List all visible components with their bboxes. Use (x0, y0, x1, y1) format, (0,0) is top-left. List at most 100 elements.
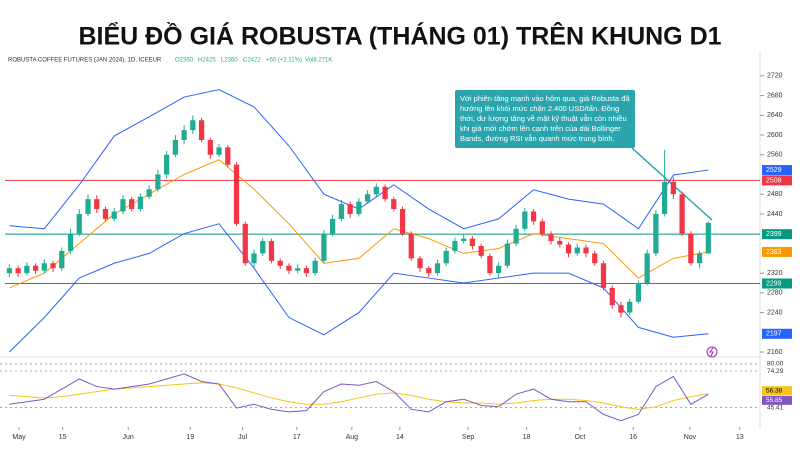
candle-body (146, 189, 152, 197)
annotation: Với phiên tăng mạnh vào hôm qua, giá Rob… (455, 90, 635, 148)
candle-body (688, 233, 694, 264)
x-tick-label: Nov (684, 434, 697, 441)
x-tick-label: 19 (186, 434, 194, 441)
candle-body (129, 199, 135, 210)
y-tick-label: 2160 (767, 349, 783, 356)
candle-body (67, 233, 74, 251)
symbol: ROBUSTA COFFEE FUTURES (JAN 2024), 1D, I… (8, 58, 162, 64)
rsi-label: 55.85 (766, 397, 783, 404)
candle-body (364, 194, 371, 202)
candle-body (417, 258, 423, 269)
upper-label-bg (762, 165, 792, 176)
candle-body (600, 263, 607, 288)
x-tick-label: Oct (574, 434, 585, 441)
candle-body (15, 268, 21, 274)
candle-body (347, 204, 353, 214)
x-tick-label: Aug (346, 434, 359, 441)
rsi-tick-label: 45.41 (767, 404, 784, 411)
x-tick-label: 13 (736, 434, 744, 441)
level-label: 2299 (766, 280, 782, 287)
candle-body (338, 204, 344, 219)
candle-body (644, 253, 650, 283)
candle-body (434, 263, 441, 274)
candle-body (592, 253, 598, 264)
middle-label-bg (762, 246, 792, 257)
candle-body (102, 209, 109, 219)
candle-body (155, 174, 161, 190)
level-label-bg (762, 229, 792, 240)
rsi-ma-label: 56.38 (766, 387, 783, 394)
candle-body (696, 253, 703, 264)
candle-body (330, 218, 336, 234)
candle-body (111, 211, 117, 219)
ohlc-close: C2422 (243, 58, 261, 64)
candle-body (233, 164, 240, 224)
ohlc-low: L2360 (221, 58, 238, 64)
event-bolt (709, 347, 714, 357)
y-tick-label: 2720 (767, 73, 783, 80)
chart-title: BIỂU ĐỒ GIÁ ROBUSTA (THÁNG 01) TRÊN KHUN… (78, 21, 721, 51)
lower-label: 2197 (766, 331, 782, 338)
bollinger-middle (9, 159, 709, 289)
candle-body (277, 260, 283, 266)
candle-body (679, 194, 685, 234)
candle-body (76, 213, 82, 234)
x-tick-label: 14 (396, 434, 404, 441)
candle-body (356, 201, 362, 214)
x-tick-label: 15 (59, 434, 67, 441)
candle-body (120, 199, 126, 212)
candle-body (539, 221, 545, 234)
x-tick-label: Jul (238, 434, 247, 441)
candle-body (59, 250, 65, 269)
candle-body (207, 139, 213, 155)
candle-body (487, 255, 493, 274)
candle-body (295, 268, 301, 271)
candle-body (496, 265, 502, 274)
candle-body (251, 253, 257, 264)
y-tick-label: 2640 (767, 112, 783, 119)
candle-body (181, 130, 187, 140)
candle-body (172, 139, 178, 155)
candle-body (94, 199, 100, 210)
x-tick-label: 17 (293, 434, 301, 441)
candle-body (198, 120, 205, 140)
ohlc-open: O2360 (175, 58, 194, 64)
candle-body (461, 238, 467, 242)
rsi-ma-line (9, 382, 709, 410)
candle-body (321, 233, 327, 261)
candle-body (469, 238, 476, 247)
y-tick-label: 2320 (767, 270, 783, 277)
y-tick-label: 2560 (767, 152, 783, 159)
ohlc-change: +50 (+2.11%) (266, 58, 302, 64)
rsi-tick-label: 80.00 (767, 361, 784, 368)
candle-body (618, 305, 624, 313)
x-tick-label: Sep (462, 434, 475, 441)
candle-body (408, 233, 414, 259)
candle-body (522, 211, 528, 229)
candle-body (583, 247, 589, 254)
candle-body (653, 213, 659, 254)
candle-body (24, 265, 30, 274)
candle-body (85, 199, 91, 214)
candle-body (190, 120, 196, 131)
candle-body (225, 147, 231, 165)
candle-body (216, 147, 222, 155)
candle-body (391, 199, 397, 210)
candle-body (6, 268, 12, 274)
candle-body (260, 241, 266, 254)
ohlc-high: H2425 (198, 58, 216, 64)
x-tick-label: Jun (123, 434, 134, 441)
candle-body (41, 263, 47, 271)
level-label: 2399 (766, 231, 782, 238)
candle-body (399, 209, 406, 234)
bollinger-lower (9, 223, 709, 353)
candle-body (557, 241, 563, 245)
y-tick-label: 2600 (767, 132, 783, 139)
candle-body (670, 181, 676, 195)
candle-body (504, 243, 510, 266)
candle-body (312, 260, 318, 274)
candle-body (478, 246, 484, 256)
candle-body (50, 263, 56, 269)
